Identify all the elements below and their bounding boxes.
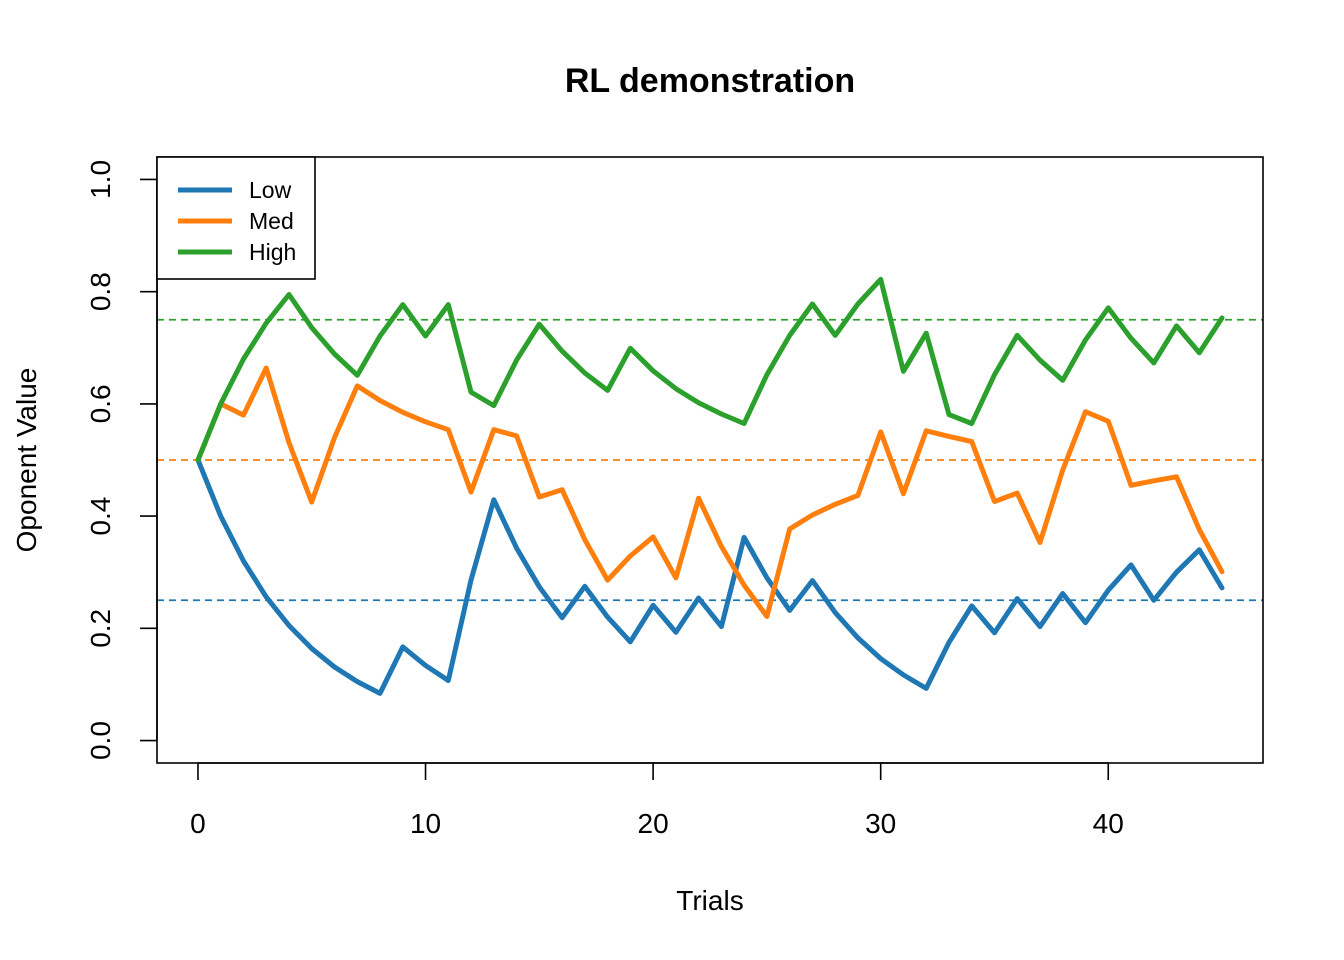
y-axis: 0.0 0.2 0.4 0.6 0.8 1.0 <box>85 160 158 760</box>
legend-label-low: Low <box>249 177 292 203</box>
x-tick-label: 0 <box>190 808 206 839</box>
reference-lines <box>157 318 1263 602</box>
legend-box <box>156 156 316 280</box>
y-axis-label: Oponent Value <box>11 368 42 553</box>
y-tick-label: 0.8 <box>85 272 116 311</box>
y-tick-label: 0.4 <box>85 497 116 536</box>
x-tick-label: 20 <box>638 808 669 839</box>
legend-label-med: Med <box>249 208 294 234</box>
x-axis: 0 10 20 30 40 <box>190 762 1124 839</box>
x-axis-label: Trials <box>676 885 743 916</box>
y-tick-label: 0.2 <box>85 609 116 648</box>
legend-label-high: High <box>249 239 296 265</box>
y-tick-label: 1.0 <box>85 160 116 199</box>
legend: Low Med High <box>156 156 316 280</box>
chart-title: RL demonstration <box>565 62 855 100</box>
x-tick-label: 30 <box>865 808 896 839</box>
series-lines <box>195 276 1225 696</box>
series-line-low <box>195 457 1225 696</box>
y-tick-label: 0.6 <box>85 384 116 423</box>
series-line-med <box>195 365 1225 619</box>
y-tick-label: 0.0 <box>85 721 116 760</box>
x-tick-label: 40 <box>1093 808 1124 839</box>
series-line-high <box>195 276 1225 463</box>
plot-frame <box>156 156 1264 764</box>
x-tick-label: 10 <box>410 808 441 839</box>
